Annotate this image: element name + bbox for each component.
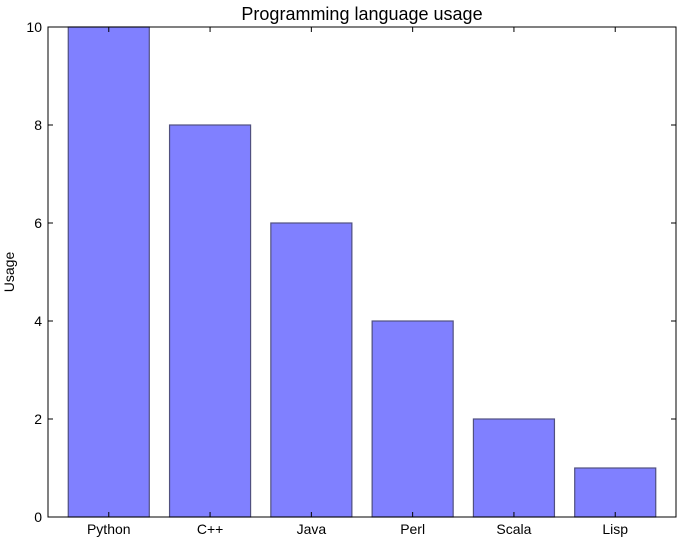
x-tick-label: Perl bbox=[400, 521, 425, 537]
x-tick-label: Scala bbox=[496, 521, 531, 537]
plot-frame bbox=[47, 26, 677, 518]
x-tick-label: Python bbox=[87, 521, 131, 537]
chart-title: Programming language usage bbox=[241, 4, 482, 24]
bar-scala bbox=[472, 418, 556, 518]
x-tick-label: Java bbox=[297, 521, 327, 537]
x-tick-label: C++ bbox=[197, 521, 223, 537]
y-tick-label: 0 bbox=[34, 509, 42, 525]
bar-c- bbox=[168, 124, 252, 518]
y-tick-label: 8 bbox=[34, 117, 42, 133]
y-tick-label: 4 bbox=[34, 313, 42, 329]
y-tick-label: 2 bbox=[34, 411, 42, 427]
bar-python bbox=[67, 26, 150, 518]
bar-java bbox=[270, 222, 353, 518]
y-tick-label: 10 bbox=[26, 19, 42, 35]
bar-perl bbox=[371, 320, 454, 518]
x-tick-label: Lisp bbox=[602, 521, 628, 537]
y-tick-label: 6 bbox=[34, 215, 42, 231]
bars-group bbox=[67, 26, 657, 518]
y-axis-title: Usage bbox=[1, 252, 17, 293]
bar-lisp bbox=[574, 467, 657, 518]
